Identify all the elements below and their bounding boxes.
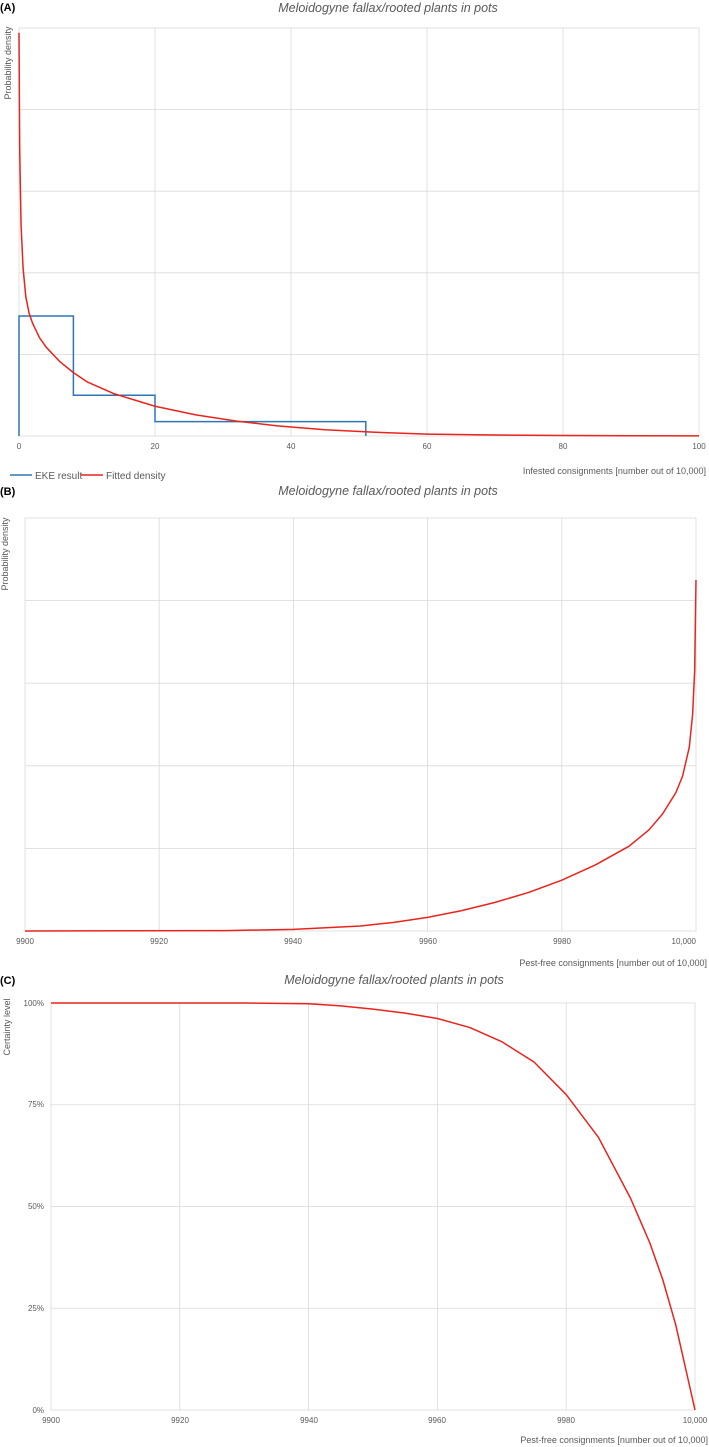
panel-b-gridlines	[25, 518, 696, 931]
panel-c-series	[51, 1002, 696, 1411]
panel-a-y-axis-label: Probability density	[3, 26, 13, 100]
legend-label-eke-result: EKE result	[35, 471, 82, 482]
panel-c-x-ticks: 9900 9920 9940 9960 9980 10,000	[42, 1416, 708, 1425]
panel-a: (A) Meloidogyne fallax/rooted plants in …	[0, 1, 706, 482]
panel-a-title: Meloidogyne fallax/rooted plants in pots	[278, 1, 498, 15]
panel-b-label: (B)	[0, 486, 16, 498]
panel-c-label: (C)	[0, 975, 16, 987]
panel-a-gridlines	[19, 28, 699, 436]
panel-b-x-axis-label: Pest-free consignments [number out of 10…	[519, 958, 707, 968]
panel-b-x-tick: 9960	[419, 937, 437, 946]
panel-c: (C) Meloidogyne fallax/rooted plants in …	[0, 973, 708, 1445]
panel-b-x-tick: 9920	[150, 937, 168, 946]
panel-b: (B) Meloidogyne fallax/rooted plants in …	[0, 484, 707, 968]
panel-b-y-axis-label: Probability density	[0, 517, 10, 591]
panel-c-x-tick: 9920	[171, 1416, 189, 1425]
panel-c-x-tick: 9960	[428, 1416, 446, 1425]
panel-c-x-tick: 9940	[300, 1416, 318, 1425]
panel-c-x-tick: 9980	[557, 1416, 575, 1425]
panel-b-x-tick: 9900	[16, 937, 34, 946]
panel-a-x-tick: 100	[692, 442, 706, 451]
panel-a-series-eke-result-step	[18, 315, 367, 436]
panel-c-y-tick: 0%	[32, 1406, 44, 1415]
panel-a-x-tick: 40	[287, 442, 296, 451]
panel-c-y-tick: 100%	[24, 999, 44, 1008]
panel-b-x-tick: 9940	[284, 937, 302, 946]
panel-c-x-tick: 9900	[42, 1416, 60, 1425]
panel-a-x-axis-label: Infested consignments [number out of 10,…	[523, 466, 706, 476]
panel-b-title: Meloidogyne fallax/rooted plants in pots	[278, 484, 498, 498]
panel-c-y-tick: 50%	[28, 1202, 44, 1211]
panel-c-series-curve	[51, 1002, 696, 1411]
panel-c-y-tick: 25%	[28, 1304, 44, 1313]
panel-c-y-axis-label: Certainty level	[2, 998, 12, 1055]
panel-c-x-axis-label: Pest-free consignments [number out of 10…	[520, 1435, 708, 1445]
panel-a-x-tick: 0	[17, 442, 22, 451]
panel-a-x-tick: 60	[423, 442, 432, 451]
panel-b-plot-area	[24, 517, 697, 932]
panel-b-x-ticks: 9900 9920 9940 9960 9980 10,000	[16, 937, 696, 946]
panel-c-y-ticks: 0% 25% 50% 75% 100%	[24, 999, 44, 1415]
panel-b-x-tick: 10,000	[672, 937, 697, 946]
panel-c-gridlines	[51, 1003, 695, 1410]
panel-c-title: Meloidogyne fallax/rooted plants in pots	[284, 973, 504, 987]
panel-a-x-tick: 20	[151, 442, 160, 451]
panel-a-plot-area	[18, 27, 700, 437]
panel-a-x-ticks: 0 20 40 60 80 100	[17, 442, 706, 451]
panel-a-x-tick: 80	[559, 442, 568, 451]
panel-a-series	[18, 32, 700, 437]
panel-b-x-tick: 9980	[553, 937, 571, 946]
panel-b-series-curve	[24, 579, 697, 932]
panel-a-label: (A)	[0, 2, 16, 14]
panel-c-x-tick: 10,000	[683, 1416, 708, 1425]
panel-a-legend: EKE result Fitted density	[10, 471, 165, 482]
legend-label-fitted-density: Fitted density	[106, 471, 165, 482]
panel-c-y-tick: 75%	[28, 1100, 44, 1109]
panel-a-series-curve	[18, 32, 700, 437]
panel-b-series	[24, 579, 697, 932]
